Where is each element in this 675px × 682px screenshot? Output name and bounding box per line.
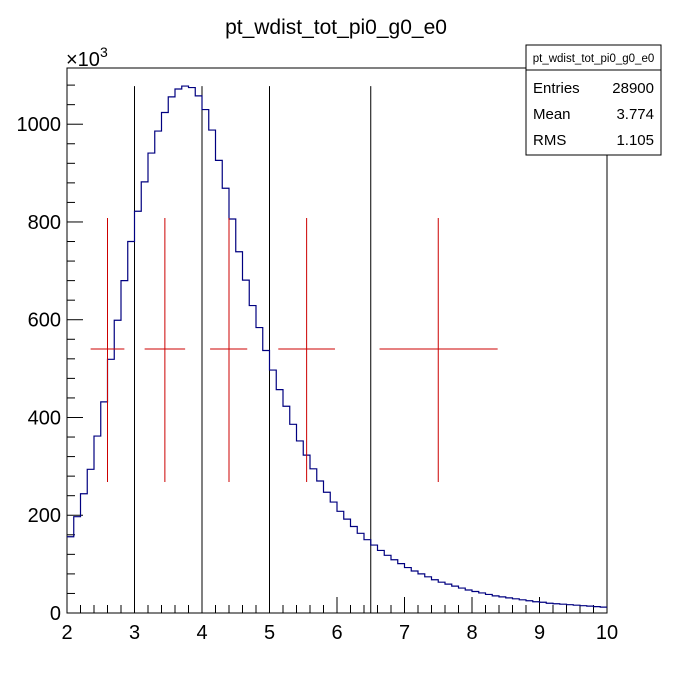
error-cross (210, 218, 248, 483)
stats-entries-value: 28900 (612, 80, 654, 97)
x-tick-label: 6 (331, 622, 342, 644)
y-tick-label: 400 (28, 407, 61, 429)
y-tick-label: 200 (28, 505, 61, 527)
stats-rms-value: 1.105 (616, 132, 654, 149)
stats-mean-value: 3.774 (616, 106, 654, 123)
y-tick-label: 800 (28, 212, 61, 234)
y-axis-multiplier: ×103 (66, 44, 108, 71)
histogram-line (67, 85, 607, 608)
x-tick-label: 2 (61, 622, 72, 644)
x-tick-label: 10 (596, 622, 618, 644)
x-tick-label: 5 (264, 622, 275, 644)
histogram-series (67, 85, 607, 608)
y-tick-label: 600 (28, 310, 61, 332)
error-cross (278, 218, 335, 483)
error-cross (144, 218, 186, 483)
chart-title: pt_wdist_tot_pi0_g0_e0 (225, 16, 447, 39)
error-crosses (90, 218, 498, 483)
error-cross (379, 218, 498, 483)
y-tick-label: 0 (50, 603, 61, 625)
stats-rms-label: RMS (533, 132, 566, 149)
stats-box: pt_wdist_tot_pi0_g0_e0 Entries 28900 Mea… (525, 44, 662, 156)
x-tick-label: 8 (466, 622, 477, 644)
x-tick-label: 9 (534, 622, 545, 644)
stats-box-frame (525, 44, 662, 156)
stats-box-title: pt_wdist_tot_pi0_g0_e0 (533, 53, 655, 65)
x-tick-label: 7 (399, 622, 410, 644)
y-tick-label: 1000 (17, 114, 62, 136)
x-tick-label: 4 (196, 622, 207, 644)
stats-mean-label: Mean (533, 106, 571, 123)
region-lines (134, 86, 372, 613)
error-cross (90, 218, 125, 483)
stats-entries-label: Entries (533, 80, 580, 97)
x-tick-label: 3 (129, 622, 140, 644)
y-axis-multiplier-base: ×10 (66, 49, 100, 71)
tick-labels: 2 3 4 5 6 7 8 9 10 0 200 400 600 800 1000 (17, 114, 619, 644)
y-axis-multiplier-exponent: 3 (100, 44, 108, 60)
